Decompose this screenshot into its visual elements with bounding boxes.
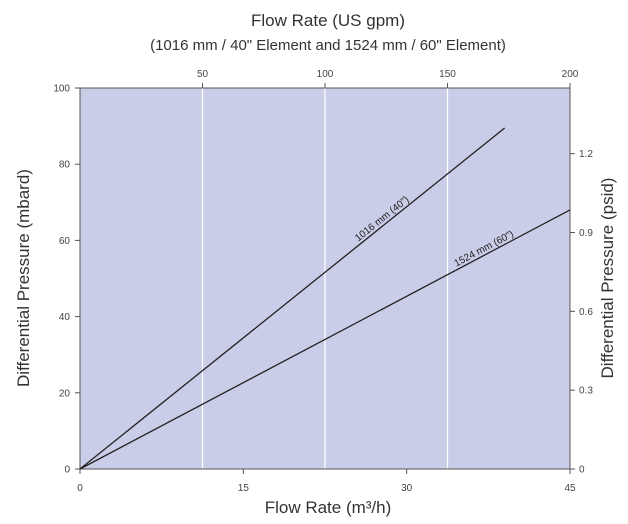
x-tick-label: 30	[401, 483, 413, 494]
y-tick-label: 100	[53, 84, 70, 95]
y2-tick-label: 0	[579, 465, 585, 476]
y2-tick-label: 0.6	[579, 307, 593, 318]
x2-tick-label: 100	[317, 69, 334, 80]
series-line	[79, 209, 571, 470]
x2-tick-label: 200	[562, 69, 579, 80]
x-tick-label: 45	[564, 483, 576, 494]
grid-lines	[201, 88, 449, 469]
x2-tick-label: 50	[197, 69, 209, 80]
series-line	[79, 127, 506, 470]
y-tick-label: 60	[59, 236, 71, 247]
y2-tick-label: 0.3	[579, 386, 593, 397]
x-tick-label: 15	[238, 483, 250, 494]
y-axis-label: Differential Pressure (mbard)	[14, 169, 33, 387]
y-tick-label: 0	[64, 465, 70, 476]
x2-tick-label: 150	[439, 69, 456, 80]
chart-subtitle: (1016 mm / 40" Element and 1524 mm / 60"…	[150, 37, 506, 54]
y2-axis-label: Differential Pressure (psid)	[598, 178, 617, 379]
y-tick-label: 40	[59, 312, 71, 323]
y-tick-label: 80	[59, 160, 71, 171]
y-tick-label: 20	[59, 388, 71, 399]
x-axis-label: Flow Rate (m³/h)	[265, 498, 392, 517]
y2-tick-label: 1.2	[579, 149, 593, 160]
y2-tick-label: 0.9	[579, 228, 593, 239]
x-tick-label: 0	[77, 483, 83, 494]
chart-title: Flow Rate (US gpm)	[251, 11, 405, 30]
